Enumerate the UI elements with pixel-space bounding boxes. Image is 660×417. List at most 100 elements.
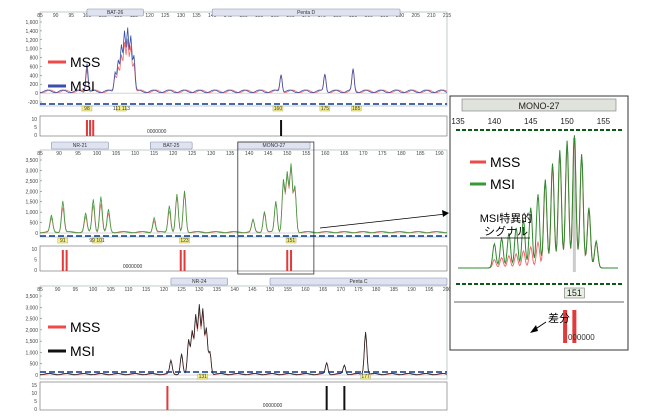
lower-y-tick-label: 5 (34, 399, 37, 405)
zoom-x-tick-label: 145 (524, 117, 538, 126)
zoom-connector-arrowhead (442, 210, 449, 217)
allele-marker (197, 373, 209, 380)
difference-arrowhead (530, 325, 538, 333)
locus-label: BAT-26 (107, 10, 124, 16)
y-tick-label: 2,500 (25, 179, 38, 185)
allele-marker-label: 99 101 (89, 238, 105, 244)
difference-bar (183, 250, 186, 271)
highlight-box (237, 141, 315, 275)
allele-marker (360, 373, 371, 380)
lower-y-tick-label: 5 (34, 125, 37, 131)
difference-bar (89, 120, 92, 136)
allele-marker-label: 111 113 (113, 106, 130, 112)
msi-signal-annotation-line: シグナル (484, 224, 528, 238)
allele-marker (179, 237, 190, 244)
x-tick-label: 170 (337, 287, 346, 293)
x-tick-label: 155 (302, 151, 311, 157)
legend-label: MSI (70, 343, 95, 359)
y-tick-label: 2,000 (25, 328, 38, 334)
y-tick-label: 3,000 (25, 305, 38, 311)
allele-marker (319, 105, 331, 112)
y-tick-label: 1,600 (25, 20, 38, 26)
x-tick-label: 140 (245, 151, 254, 157)
x-tick-label: 135 (192, 13, 201, 19)
trace-mss (39, 38, 448, 94)
lower-frame (39, 381, 448, 411)
lower-frame (39, 115, 448, 137)
y-tick-label: 0 (35, 231, 38, 237)
x-tick-label: 170 (359, 151, 368, 157)
x-tick-label: 205 (412, 13, 421, 19)
x-tick-label: 130 (177, 13, 186, 19)
allele-marker (91, 237, 103, 244)
difference-bar (92, 120, 95, 136)
legend-label: MSI (70, 78, 95, 94)
x-tick-label: 85 (37, 151, 43, 157)
y-tick-label: 800 (30, 56, 39, 62)
x-tick-label: 105 (107, 287, 116, 293)
zoom-connector (319, 213, 447, 229)
lower-y-tick-label: 10 (31, 391, 37, 397)
y-tick-label: 1,000 (25, 350, 38, 356)
locus-label: MONO-27 (263, 143, 286, 149)
allele-marker (272, 105, 284, 112)
y-tick-label: 1,000 (25, 47, 38, 53)
x-tick-label: 160 (301, 287, 310, 293)
x-tick-label: 85 (37, 13, 43, 19)
allele-marker-label: 177 (361, 374, 370, 380)
panel-top: 8590951001051101151201251301351401451501… (25, 8, 452, 139)
panel-zoom: MONO-27 135 140 145 150 155 151 MSS MSI MSI特異的シグナ… (449, 95, 629, 351)
trace-msi (40, 163, 448, 234)
x-tick-label: 135 (213, 287, 222, 293)
x-tick-label: 215 (443, 13, 452, 19)
zoom-title-box (461, 98, 617, 112)
locus-box (211, 8, 401, 17)
zoom-legend-label: MSS (490, 154, 520, 170)
zoom-x-tick-label: 155 (597, 117, 611, 126)
x-tick-label: 185 (390, 287, 399, 293)
legend-label: MSS (70, 319, 100, 335)
trace-msi (39, 304, 448, 376)
zoom-title: MONO-27 (518, 101, 559, 111)
allele-marker (351, 105, 362, 112)
trace-mss (39, 308, 448, 376)
x-tick-label: 90 (53, 13, 59, 19)
x-tick-label: 190 (435, 151, 444, 157)
x-tick-label: 175 (378, 151, 387, 157)
x-tick-label: 90 (56, 151, 62, 157)
difference-bar (343, 386, 346, 410)
panel-middle: 85 90 95 100 105 110 115 120 125 130 135 140 145 150 1… (25, 141, 448, 274)
zoom-marker-box (564, 287, 585, 299)
difference-bar (85, 120, 88, 136)
difference-bar (61, 250, 64, 271)
x-tick-label: 130 (195, 287, 204, 293)
y-tick-label: 500 (30, 362, 39, 368)
plot-frame (39, 285, 448, 380)
zoom-legend-label: MSI (490, 176, 515, 192)
y-tick-label: 0 (35, 373, 38, 379)
y-tick-label: 2,000 (25, 189, 38, 195)
difference-bar (65, 250, 68, 271)
x-tick-label: 145 (264, 151, 273, 157)
y-tick-label: 1,000 (25, 210, 38, 216)
locus-label: Penta C (349, 279, 367, 285)
difference-bar (280, 120, 283, 136)
x-tick-label: 120 (160, 287, 169, 293)
x-tick-label: 200 (443, 287, 452, 293)
x-tick-label: 135 (226, 151, 235, 157)
locus-label: Penta D (297, 10, 315, 16)
x-tick-label: 100 (89, 287, 98, 293)
y-tick-label: 600 (30, 64, 39, 70)
difference-bar (179, 250, 182, 271)
y-tick-label: 3,000 (25, 168, 38, 174)
x-tick-label: 165 (340, 151, 349, 157)
x-tick-label: 115 (150, 151, 158, 157)
x-tick-label: 105 (112, 151, 121, 157)
zoom-x-tick-label: 135 (451, 117, 465, 126)
y-tick-label: 200 (30, 82, 39, 88)
y-tick-label: 500 (30, 221, 39, 227)
locus-box (86, 8, 144, 17)
x-tick-label: 160 (321, 151, 330, 157)
msi-signal-annotation: MSI特異的シグナル (480, 211, 533, 238)
